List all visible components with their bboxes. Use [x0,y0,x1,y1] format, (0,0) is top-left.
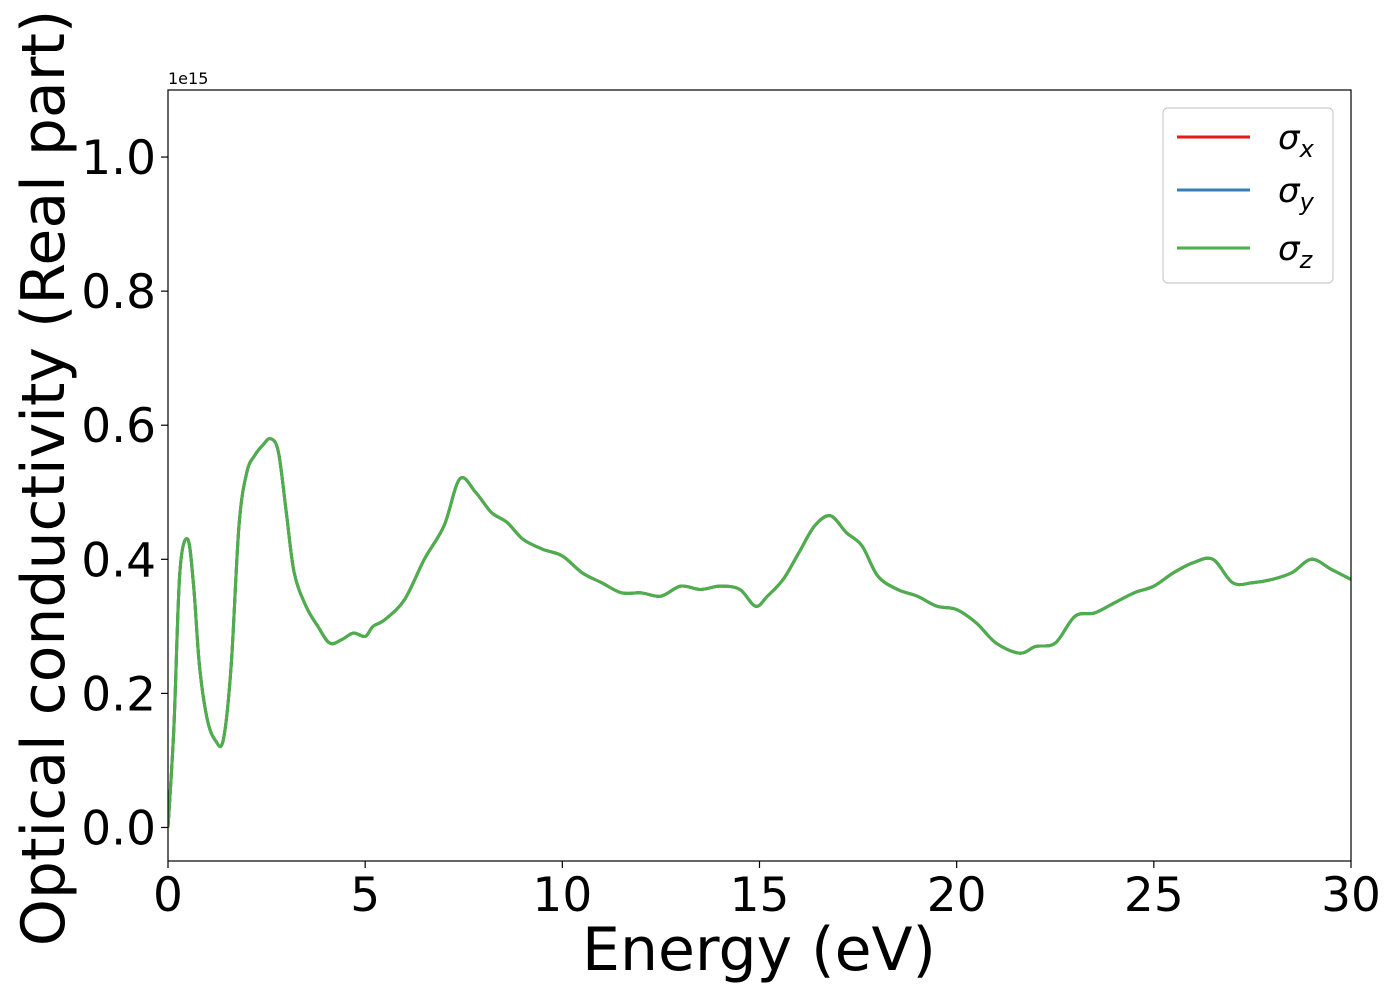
series-line-2 [168,436,1351,828]
series-line-3 [168,436,1351,828]
y-tick-label: 1.0 [81,131,156,186]
y-axis-ticks: 0.0 0.2 0.4 0.6 0.8 1.0 [81,131,168,856]
series-line-1 [168,436,1351,828]
plot-area [168,436,1351,828]
x-axis-ticks: 0 5 10 15 20 25 30 [153,861,1381,923]
x-tick-label: 20 [927,868,987,923]
y-axis-label: Optical conductivity (Real part) [9,10,79,947]
legend-label-2: σy [1278,171,1315,216]
legend: σx σy σz [1162,107,1334,284]
y-tick-label: 0.0 [81,801,156,856]
x-tick-label: 5 [350,868,380,923]
x-axis-label: Energy (eV) [582,915,936,985]
y-tick-label: 0.6 [81,399,156,454]
legend-label-1: σx [1278,118,1315,163]
x-tick-label: 15 [730,868,790,923]
x-tick-label: 30 [1321,868,1381,923]
y-tick-label: 0.2 [81,667,156,722]
y-tick-label: 0.4 [81,533,156,588]
x-tick-label: 10 [532,868,592,923]
legend-label-3: σz [1278,229,1314,274]
legend-frame [1162,107,1334,284]
x-tick-label: 0 [153,868,183,923]
y-offset-label: 1e15 [168,69,208,88]
y-tick-label: 0.8 [81,265,156,320]
x-tick-label: 25 [1124,868,1184,923]
